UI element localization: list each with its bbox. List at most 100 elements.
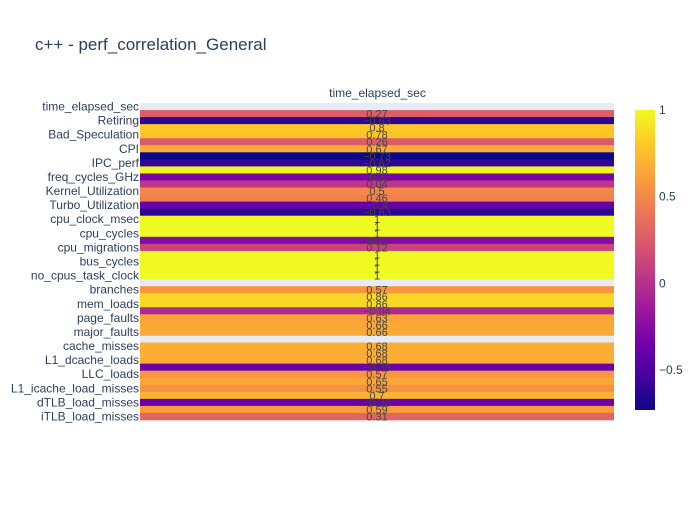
cell-value-label: −0.4: [366, 200, 388, 212]
heatmap-cell: [140, 215, 614, 224]
heatmap-cell: [140, 328, 614, 336]
row-label: Kernel_Utilization: [46, 184, 139, 198]
cell-value-label: 0.31: [366, 411, 387, 423]
row-label: time_elapsed_sec: [42, 100, 139, 114]
heatmap-cell: [140, 201, 614, 209]
cell-value-label: 1: [374, 221, 380, 233]
cell-value-label: 1: [374, 249, 380, 261]
row-label: Bad_Speculation: [48, 128, 139, 142]
heatmap-cell: [140, 110, 614, 118]
heatmap-cells: [140, 103, 614, 421]
cell-value-label: 0.65: [366, 376, 387, 388]
heatmap-cell: [140, 166, 614, 174]
column-label: time_elapsed_sec: [329, 86, 426, 100]
heatmap-cell: [140, 356, 614, 364]
cell-value-label: 1: [374, 257, 380, 269]
row-label: dTLB_load_misses: [37, 395, 139, 409]
row-label: Turbo_Utilization: [49, 198, 139, 212]
cell-value-labels: 0.27−0.630.80.780.260.67−0.73−0.620.98−0…: [363, 109, 391, 424]
row-label: cpu_clock_msec: [50, 212, 139, 226]
cell-value-label: −0.73: [363, 151, 391, 163]
heatmap-cell: [140, 187, 614, 195]
heatmap-cell: [140, 152, 614, 160]
row-label: L1_dcache_loads: [45, 353, 139, 367]
heatmap-cell: [140, 349, 614, 357]
row-label: cpu_cycles: [80, 226, 139, 240]
row-label: mem_loads: [77, 297, 139, 311]
cell-value-label: 0.57: [366, 369, 387, 381]
cell-value-label: 0.57: [366, 285, 387, 297]
cell-value-label: 0.66: [366, 320, 387, 332]
row-label: CPI: [119, 142, 139, 156]
heatmap-cell: [140, 272, 614, 280]
heatmap-cell: [140, 377, 614, 386]
cell-value-label: 0.27: [366, 109, 387, 121]
colorbar-gradient: [635, 110, 655, 410]
row-labels: time_elapsed_secRetiringBad_SpeculationC…: [11, 100, 140, 424]
heatmap-cell: [140, 342, 614, 350]
row-label: iTLB_load_misses: [41, 409, 139, 423]
colorbar-tick-label: 1: [659, 103, 666, 117]
heatmap-cell: [140, 286, 614, 294]
heatmap-cell: [140, 117, 614, 125]
heatmap-cell: [140, 300, 614, 308]
colorbar-tick-label: 0: [659, 276, 666, 290]
cell-value-label: 0.7: [369, 390, 384, 402]
heatmap-cell: [140, 208, 614, 217]
heatmap-cell: [140, 159, 614, 167]
cell-value-label: 0.68: [366, 341, 387, 353]
colorbar-tick-label: 0.5: [659, 190, 676, 204]
cell-value-label: −0.04: [363, 306, 391, 318]
heatmap-cell: [140, 384, 614, 393]
row-label: major_faults: [74, 325, 139, 339]
cell-value-label: 0.5: [369, 186, 384, 198]
cell-value-label: 0.67: [366, 144, 387, 156]
cell-value-label: −0.62: [363, 158, 391, 170]
cell-value-label: 0.86: [366, 292, 387, 304]
heatmap-cell: [140, 391, 614, 400]
cell-value-label: −0.38: [363, 397, 391, 409]
row-label: branches: [90, 283, 139, 297]
cell-value-label: 0.68: [366, 355, 387, 367]
heatmap-cell: [140, 307, 614, 315]
heatmap-cell: [140, 412, 614, 421]
cell-value-label: 0.86: [366, 299, 387, 311]
heatmap-cell: [140, 194, 614, 202]
cell-value-label: −0.38: [363, 362, 391, 374]
cell-value-label: 0.66: [366, 327, 387, 339]
cell-value-label: 0.59: [366, 404, 387, 416]
cell-value-label: 0.55: [366, 383, 387, 395]
cell-value-label: 0.12: [366, 242, 387, 254]
heatmap-cell: [140, 138, 614, 146]
heatmap-cell: [140, 243, 614, 252]
row-label: cpu_migrations: [58, 240, 139, 254]
heatmap-cell: [140, 236, 614, 245]
cell-value-label: −0.32: [363, 172, 391, 184]
cell-value-label: −0.63: [363, 207, 391, 219]
row-label: freq_cycles_GHz: [48, 170, 139, 184]
cell-value-label: 0.26: [366, 137, 387, 149]
row-label: IPC_perf: [92, 156, 140, 170]
heatmap-cell: [140, 363, 614, 371]
cell-value-label: 0.46: [366, 193, 387, 205]
heatmap-cell: [140, 229, 614, 238]
cell-value-label: 0.8: [369, 123, 384, 135]
row-label: bus_cycles: [80, 255, 139, 269]
cell-value-label: 0.98: [366, 165, 387, 177]
cell-value-label: 1: [374, 214, 380, 226]
heatmap-cell: [140, 405, 614, 414]
cell-value-label: 1: [374, 264, 380, 276]
heatmap-cell: [140, 321, 614, 329]
colorbar-tick-label: −0.5: [659, 363, 683, 377]
heatmap-cell: [140, 370, 614, 379]
chart-title: c++ - perf_correlation_General: [35, 35, 267, 54]
cell-value-label: 1: [374, 271, 380, 283]
cell-value-label: 0.78: [366, 130, 387, 142]
heatmap-cell: [140, 398, 614, 407]
colorbar: 1 0.5 0 −0.5: [635, 103, 683, 410]
row-label: cache_misses: [63, 339, 139, 353]
heatmap-cell: [140, 257, 614, 266]
cell-value-label: 0.04: [366, 179, 387, 191]
